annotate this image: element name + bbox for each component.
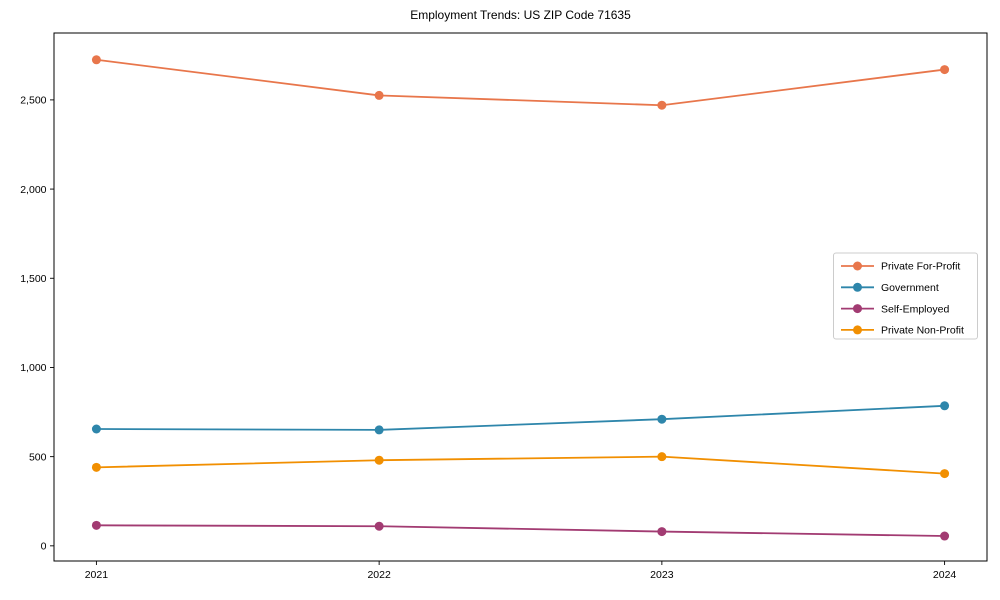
- y-tick-label: 2,000: [20, 184, 46, 196]
- legend-label: Private Non-Profit: [881, 325, 964, 337]
- data-point-private-for-profit: [374, 90, 384, 100]
- legend: Private For-Profit Government Self-Employe…: [833, 252, 978, 340]
- data-point-private-for-profit: [940, 65, 950, 75]
- x-tick-label: 2022: [367, 569, 391, 581]
- series-line-private-non-profit: [96, 455, 945, 475]
- series-line-private-for-profit: [96, 58, 945, 107]
- legend-label: Government: [881, 282, 939, 294]
- legend-marker: [853, 304, 862, 314]
- y-tick-label: 500: [29, 451, 47, 463]
- data-point-self-employed: [940, 531, 950, 541]
- x-tick-label: 2021: [85, 569, 109, 581]
- legend-item: Government: [841, 282, 939, 294]
- data-point-government: [374, 425, 384, 435]
- data-point-private-for-profit: [91, 55, 101, 65]
- data-point-private-for-profit: [657, 100, 667, 110]
- x-tick-label: 2024: [933, 569, 957, 581]
- legend-label: Self-Employed: [881, 303, 949, 315]
- legend-box: [833, 252, 978, 340]
- chart-title: Employment Trends: US ZIP Code 71635: [410, 8, 631, 22]
- x-tick-label: 2023: [650, 569, 674, 581]
- legend-item: Private For-Profit: [841, 261, 960, 273]
- series-government: [91, 401, 950, 435]
- legend-marker: [853, 282, 862, 292]
- series-self-employed: [91, 520, 950, 541]
- legend-label: Private For-Profit: [881, 261, 960, 273]
- y-tick-label: 0: [41, 541, 47, 553]
- data-point-private-non-profit: [374, 455, 384, 465]
- series-private-non-profit: [91, 452, 950, 479]
- data-point-government: [940, 401, 950, 411]
- series-line-government: [96, 404, 945, 431]
- data-point-self-employed: [657, 527, 667, 537]
- y-tick-label: 2,500: [20, 95, 46, 107]
- series-line-self-employed: [96, 524, 945, 537]
- legend-item: Private Non-Profit: [841, 325, 964, 337]
- plot-frame: [53, 32, 988, 562]
- y-tick-label: 1,500: [20, 273, 46, 285]
- legend-marker: [853, 325, 862, 335]
- data-point-government: [657, 414, 667, 424]
- legend-marker: [853, 261, 862, 271]
- data-point-private-non-profit: [91, 462, 101, 472]
- legend-item: Self-Employed: [841, 303, 949, 315]
- data-point-government: [91, 424, 101, 434]
- data-point-private-non-profit: [657, 452, 667, 462]
- series-private-for-profit: [91, 55, 950, 110]
- data-point-private-non-profit: [940, 469, 950, 479]
- y-tick-label: 1,000: [20, 362, 46, 374]
- data-point-self-employed: [374, 521, 384, 531]
- data-point-self-employed: [91, 520, 101, 530]
